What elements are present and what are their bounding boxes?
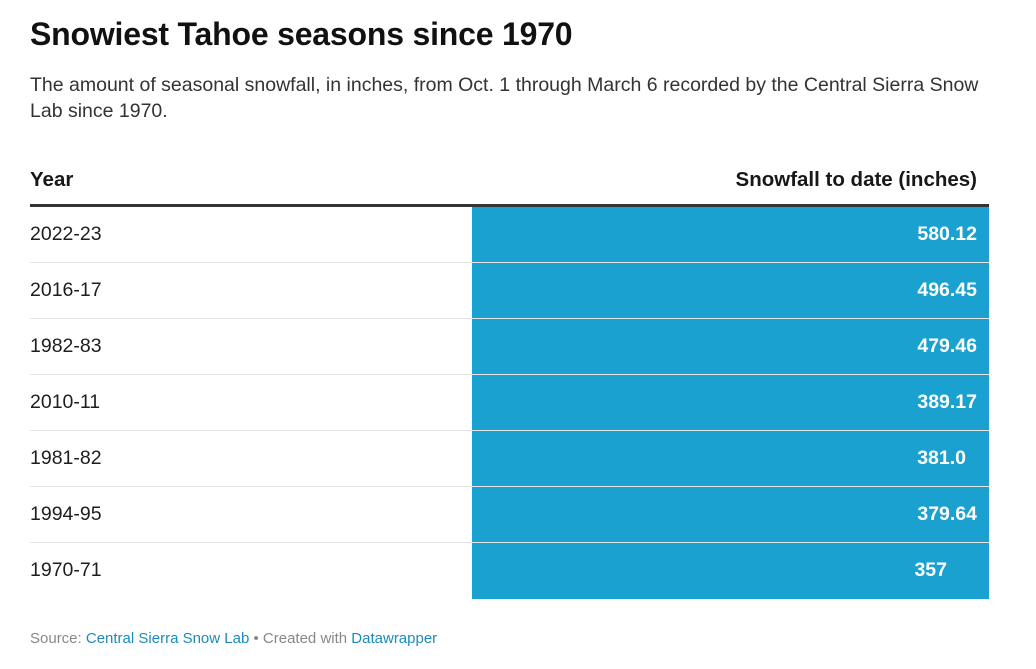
year-cell: 2022-23 bbox=[30, 223, 102, 245]
year-cell: 1982-83 bbox=[30, 335, 102, 357]
created-with-label: Created with bbox=[262, 630, 348, 647]
datawrapper-link[interactable]: Datawrapper bbox=[351, 630, 438, 647]
table-row: 1982-83 479.46 bbox=[30, 319, 989, 375]
column-header-year: Year bbox=[30, 168, 74, 191]
table-row: 2010-11 389.17 bbox=[30, 375, 989, 431]
snowfall-bar: 389.17 bbox=[472, 375, 989, 430]
table-row: 2022-23 580.12 bbox=[30, 207, 989, 263]
table-row: 2016-17 496.45 bbox=[30, 263, 989, 319]
year-cell: 2016-17 bbox=[30, 279, 102, 301]
year-cell: 2010-11 bbox=[30, 391, 101, 413]
table-row: 1970-71 357 bbox=[30, 543, 989, 599]
table-row: 1981-82 381.0 bbox=[30, 431, 989, 487]
snowfall-value: 389.17 bbox=[917, 391, 977, 413]
table-header: Year Snowfall to date (inches) bbox=[30, 156, 989, 207]
chart-footer: Source: Central Sierra Snow Lab • Create… bbox=[30, 630, 437, 647]
chart-subtitle: The amount of seasonal snowfall, in inch… bbox=[30, 74, 979, 122]
snowfall-bar: 496.45 bbox=[472, 263, 989, 318]
snowfall-bar: 379.64 bbox=[472, 487, 989, 542]
source-link[interactable]: Central Sierra Snow Lab bbox=[85, 630, 250, 647]
snowfall-value: 379.64 bbox=[917, 503, 977, 525]
table-row: 1994-95 379.64 bbox=[30, 487, 989, 543]
snowfall-value: 580.12 bbox=[917, 223, 977, 245]
year-cell: 1994-95 bbox=[30, 503, 102, 525]
snowfall-value: 357 bbox=[914, 559, 947, 581]
footer-separator: • bbox=[253, 630, 259, 647]
snowfall-table: Year Snowfall to date (inches) 2022-23 58… bbox=[30, 156, 989, 599]
snowfall-value: 479.46 bbox=[917, 335, 977, 357]
chart-title: Snowiest Tahoe seasons since 1970 bbox=[30, 16, 573, 52]
snowfall-value: 381.0 bbox=[917, 447, 966, 469]
snowfall-value: 496.45 bbox=[917, 279, 977, 301]
year-cell: 1981-82 bbox=[30, 447, 102, 469]
snowfall-bar: 479.46 bbox=[472, 319, 989, 374]
table-body: 2022-23 580.12 2016-17 496.45 1982-83 479.46 2… bbox=[30, 207, 989, 599]
snowfall-bar: 381.0 bbox=[472, 431, 989, 486]
column-header-snowfall: Snowfall to date (inches) bbox=[735, 168, 977, 191]
snowfall-bar: 580.12 bbox=[472, 207, 989, 262]
year-cell: 1970-71 bbox=[30, 559, 102, 581]
snowfall-bar: 357 bbox=[472, 543, 989, 599]
source-label: Source: bbox=[30, 630, 82, 647]
